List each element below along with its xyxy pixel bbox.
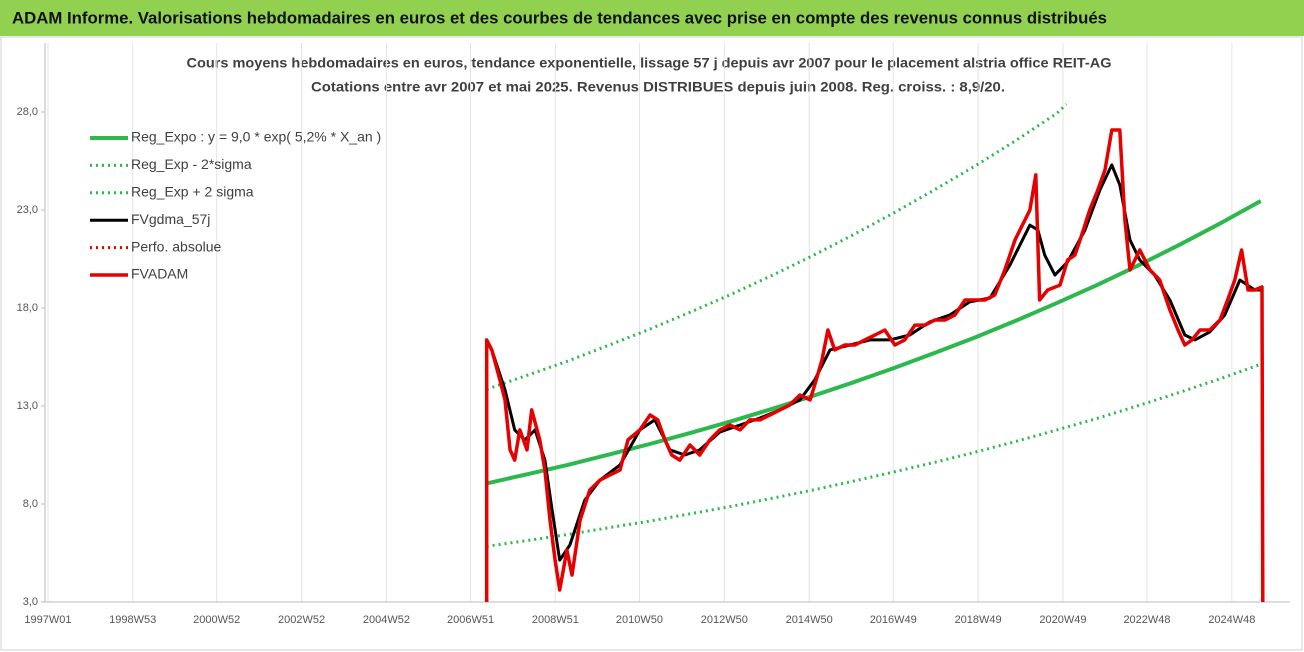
- legend-label: FVADAM: [131, 266, 188, 282]
- legend-label: Reg_Expo : y = 9,0 * exp( 5,2% * X_an ): [131, 129, 381, 145]
- chart-title: Cours moyens hebdomadaires en euros, ten…: [187, 55, 1112, 71]
- header-bar: [0, 0, 1304, 36]
- legend-label: Reg_Exp + 2 sigma: [131, 184, 254, 200]
- header-title: ADAM Informe. Valorisations hebdomadaire…: [12, 8, 1107, 27]
- x-tick-label: 2002W52: [278, 614, 325, 626]
- x-tick-label: 2022W48: [1123, 614, 1170, 626]
- x-tick-label: 2012W50: [701, 614, 748, 626]
- series-line: [486, 199, 1262, 486]
- y-tick-label: 23,0: [17, 204, 38, 216]
- x-tick-label: 2006W51: [447, 614, 494, 626]
- series-line: [486, 103, 1068, 391]
- series-line: [490, 163, 1262, 562]
- x-tick-label: 2024W48: [1208, 614, 1255, 626]
- y-tick-label: 28,0: [17, 106, 38, 118]
- y-tick-label: 18,0: [17, 302, 38, 314]
- x-tick-label: 2008W51: [532, 614, 579, 626]
- x-tick-label: 1998W53: [109, 614, 156, 626]
- chart-border: [0, 36, 1303, 651]
- x-tick-label: 2000W52: [193, 614, 240, 626]
- y-tick-label: 13,0: [17, 400, 38, 412]
- x-tick-label: 2018W49: [955, 614, 1002, 626]
- x-tick-label: 2010W50: [616, 614, 663, 626]
- legend-label: FVgdma_57j: [131, 211, 210, 227]
- chart-subtitle: Cotations entre avr 2007 et mai 2025. Re…: [311, 79, 1005, 95]
- series-line: [484, 128, 1265, 603]
- legend-label: Reg_Exp - 2*sigma: [131, 156, 252, 172]
- x-tick-label: 1997W01: [24, 614, 71, 626]
- x-tick-label: 2020W49: [1039, 614, 1086, 626]
- legend-label: Perfo. absolue: [131, 238, 221, 254]
- y-tick-label: 8,0: [23, 498, 38, 510]
- x-tick-label: 2004W52: [363, 614, 410, 626]
- y-tick-label: 3,0: [23, 596, 38, 608]
- x-tick-label: 2014W50: [786, 614, 833, 626]
- x-tick-label: 2016W49: [870, 614, 917, 626]
- series-line: [486, 362, 1262, 548]
